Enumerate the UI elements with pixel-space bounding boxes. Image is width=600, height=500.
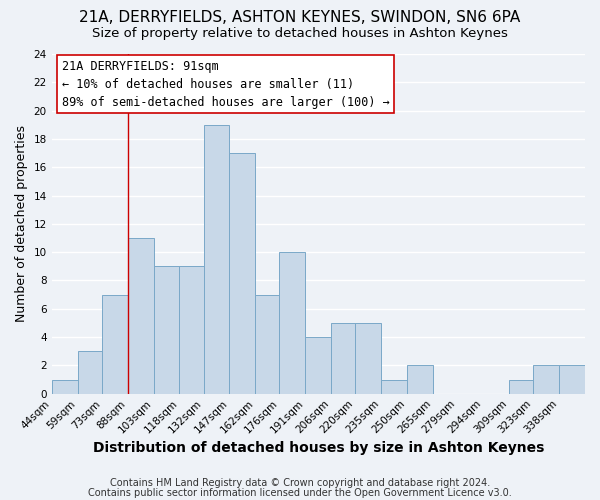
X-axis label: Distribution of detached houses by size in Ashton Keynes: Distribution of detached houses by size … (92, 441, 544, 455)
Bar (229, 153, 256, 394)
Bar (331, 323, 355, 394)
Y-axis label: Number of detached properties: Number of detached properties (15, 126, 28, 322)
Bar (382, 380, 407, 394)
Bar (203, 125, 229, 394)
Bar (509, 380, 533, 394)
Bar (407, 366, 433, 394)
Text: Contains public sector information licensed under the Open Government Licence v3: Contains public sector information licen… (88, 488, 512, 498)
Text: 21A, DERRYFIELDS, ASHTON KEYNES, SWINDON, SN6 6PA: 21A, DERRYFIELDS, ASHTON KEYNES, SWINDON… (79, 10, 521, 25)
Text: Contains HM Land Registry data © Crown copyright and database right 2024.: Contains HM Land Registry data © Crown c… (110, 478, 490, 488)
Bar (179, 266, 203, 394)
Bar (280, 252, 305, 394)
Bar (559, 366, 585, 394)
Bar (305, 337, 331, 394)
Bar (533, 366, 559, 394)
Bar (77, 352, 102, 394)
Bar (102, 294, 128, 394)
Bar (52, 380, 77, 394)
Text: 21A DERRYFIELDS: 91sqm
← 10% of detached houses are smaller (11)
89% of semi-det: 21A DERRYFIELDS: 91sqm ← 10% of detached… (62, 60, 390, 108)
Text: Size of property relative to detached houses in Ashton Keynes: Size of property relative to detached ho… (92, 28, 508, 40)
Bar (128, 238, 154, 394)
Bar (355, 323, 382, 394)
Bar (154, 266, 179, 394)
Bar (256, 294, 280, 394)
